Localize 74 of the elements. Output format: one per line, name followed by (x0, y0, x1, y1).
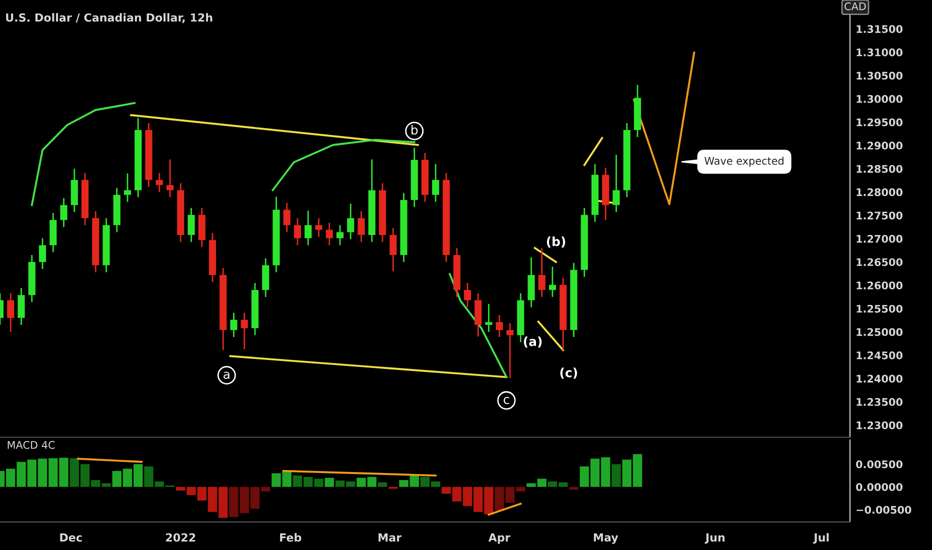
bar (569, 486, 578, 490)
candlestick (166, 158, 174, 198)
x-tick-label: Jul (813, 533, 829, 544)
y-tick-label: 0.00500 (856, 460, 902, 468)
annotation: c (504, 396, 510, 404)
annotation: b (412, 124, 418, 135)
y-tick-label: 1.31000 (856, 48, 902, 56)
y-tick-label: 1.29000 (856, 142, 902, 150)
candlestick (294, 217, 302, 246)
annotation: (a) (524, 336, 542, 348)
annotation: Wave expected (704, 156, 784, 167)
line-series (272, 138, 416, 192)
y-tick-label: 1.23500 (856, 398, 902, 406)
x-tick-label: Mar (378, 533, 402, 542)
candlestick (315, 217, 322, 238)
y-tick-label: 1.25000 (856, 328, 902, 336)
candlestick (18, 287, 25, 326)
candlestick (240, 312, 248, 350)
chart-title: MACD 4C (8, 441, 55, 449)
y-tick-label: 1.29500 (856, 118, 902, 126)
annotation: a (224, 372, 230, 379)
annotation: (c) (560, 368, 578, 379)
candlestick (124, 172, 132, 203)
candlestick (60, 197, 68, 228)
y-tick-label: 1.28000 (856, 188, 902, 196)
y-tick-label: 1.24000 (856, 374, 902, 383)
y-tick-label: 1.31500 (856, 25, 902, 34)
candlestick (7, 292, 14, 333)
line-series (30, 102, 136, 206)
candlestick (38, 238, 46, 270)
candlestick (548, 266, 556, 298)
y-tick-label: 0.00000 (856, 483, 902, 491)
y-tick-label: 1.27000 (856, 234, 902, 243)
candlestick (485, 303, 492, 333)
candlestick (283, 202, 290, 233)
candlestick (347, 203, 354, 240)
candlestick (612, 154, 620, 213)
candlestick (336, 224, 344, 246)
y-tick-label: −0.00500 (856, 506, 912, 514)
y-tick-label: 1.27500 (856, 212, 902, 220)
candlestick (506, 322, 514, 379)
candlestick (358, 210, 365, 243)
y-tick-label: 1.26000 (856, 282, 902, 290)
text: U.S. Dollar / Canadian Dollar, 12h (6, 13, 212, 24)
candlestick (464, 282, 472, 308)
x-tick-label: 2022 (166, 533, 196, 542)
bar (612, 464, 621, 487)
candlestick (230, 312, 238, 338)
y-tick-label: 1.30500 (856, 72, 902, 80)
x-tick-label: Feb (280, 533, 302, 542)
x-tick-label: Dec (60, 533, 82, 542)
y-tick-label: 1.25500 (856, 304, 902, 313)
candlestick (432, 163, 440, 203)
y-tick-label: 1.28500 (856, 164, 902, 173)
candlestick (304, 210, 312, 246)
y-tick-label: 1.24500 (856, 351, 902, 360)
candlestick (390, 227, 397, 272)
candlestick (538, 247, 546, 298)
y-tick-label: 1.26500 (856, 258, 902, 266)
annotation: CAD (844, 2, 866, 10)
bar (324, 478, 334, 487)
line-series (632, 52, 696, 206)
candlestick (496, 314, 503, 338)
annotation: (b) (546, 236, 566, 248)
y-tick-label: 1.30000 (856, 95, 902, 103)
candlestick (188, 207, 195, 243)
line-series (448, 273, 508, 378)
candlestick (156, 172, 163, 193)
y-tick-label: 1.23000 (856, 421, 902, 430)
x-tick-label: Jun (704, 533, 725, 544)
candlestick (326, 222, 333, 246)
x-tick-label: Apr (488, 533, 510, 544)
bar (378, 482, 388, 487)
x-tick-label: May (594, 533, 618, 544)
